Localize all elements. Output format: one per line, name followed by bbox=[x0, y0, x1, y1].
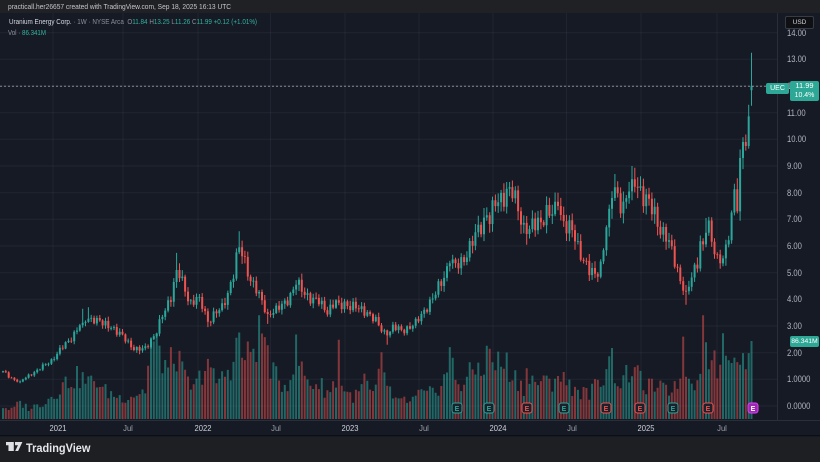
svg-text:E: E bbox=[562, 406, 567, 413]
svg-text:E: E bbox=[525, 406, 530, 413]
svg-text:E: E bbox=[487, 406, 492, 413]
svg-text:E: E bbox=[706, 406, 711, 413]
svg-text:E: E bbox=[751, 406, 756, 413]
svg-text:E: E bbox=[604, 406, 609, 413]
svg-text:E: E bbox=[638, 406, 643, 413]
svg-text:E: E bbox=[455, 406, 460, 413]
svg-text:E: E bbox=[671, 406, 676, 413]
